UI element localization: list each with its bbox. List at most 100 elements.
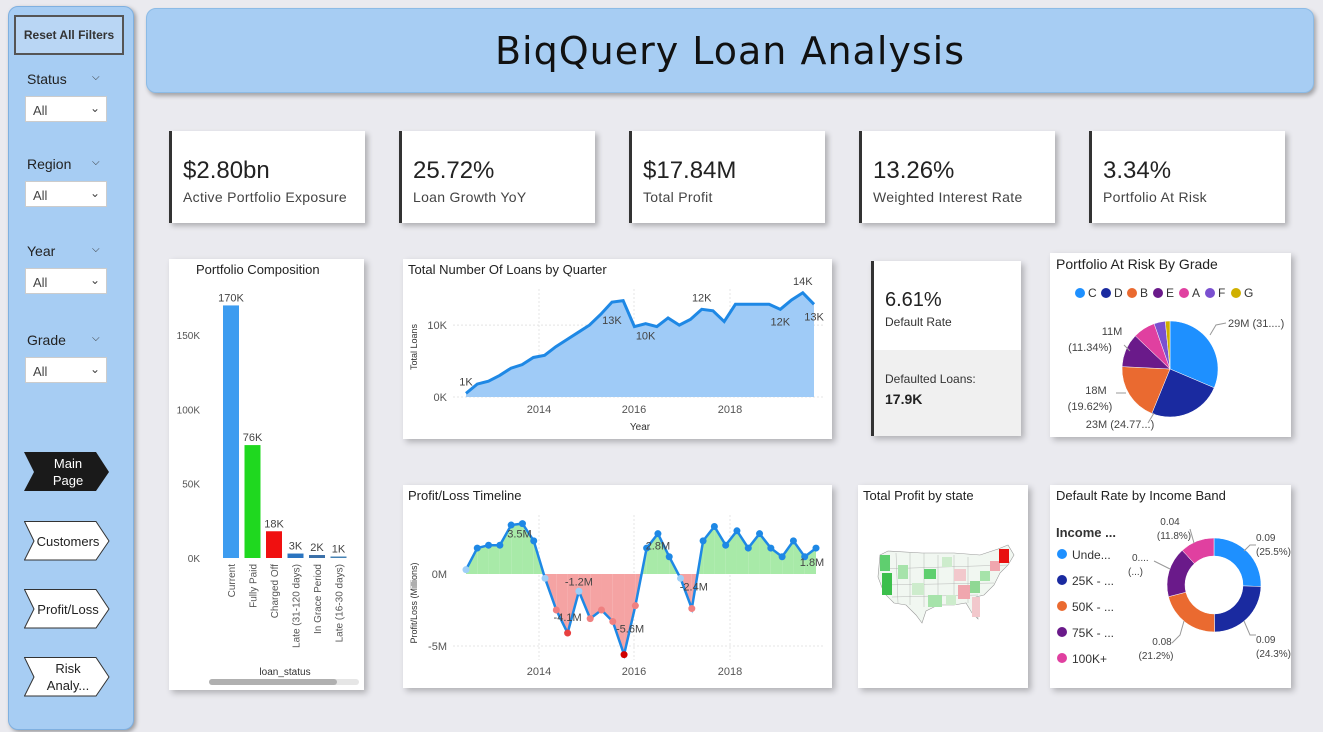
chart-title: Total Number Of Loans by Quarter — [408, 262, 607, 277]
donut-slice — [1181, 537, 1215, 564]
chevron-down-icon: ⌄ — [89, 101, 100, 115]
data-point — [597, 606, 605, 614]
portfolio-composition-card: Portfolio Composition 0K 50K 100K 150K 170K C… — [169, 259, 364, 690]
status-dropdown[interactable]: All ⌄ — [25, 96, 107, 122]
data-label: 2.8M — [646, 541, 670, 553]
nav-main-page-shape — [24, 452, 109, 491]
data-label: 18M — [1085, 385, 1106, 397]
data-label: 29M (31....) — [1228, 318, 1284, 330]
default-rate-value: 6.61% — [885, 289, 942, 311]
data-label: 13K — [804, 311, 824, 323]
page-title: BiqQuery Loan Analysis — [494, 28, 966, 73]
state-shape — [898, 565, 908, 579]
x-tick-label: Fully Paid — [249, 564, 260, 608]
data-label: 0.04 — [1160, 517, 1180, 528]
data-label: (11.34%) — [1068, 342, 1112, 354]
state-shape — [972, 597, 980, 617]
data-label: -4.1M — [554, 612, 582, 624]
donut-slice — [1168, 591, 1215, 633]
nav-main-page-button[interactable]: Main Page — [52, 456, 84, 488]
pie-slice — [1151, 368, 1215, 418]
state-shape — [970, 581, 980, 593]
y-tick-label: 10K — [427, 320, 447, 332]
chevron-down-icon[interactable]: ⌵ — [92, 333, 100, 344]
us-state-map[interactable] — [858, 485, 1028, 688]
chevron-down-icon[interactable]: ⌵ — [92, 157, 100, 168]
loans-by-quarter-card: Total Number Of Loans by Quarter 0K 10K 20… — [403, 259, 832, 439]
legend-label: 50K - ... — [1072, 600, 1114, 614]
state-shape — [912, 583, 924, 595]
chevron-down-icon[interactable]: ⌵ — [92, 72, 100, 83]
data-label: -1.2M — [565, 576, 593, 588]
state-shape — [958, 585, 970, 599]
legend-label: Unde... — [1072, 548, 1111, 562]
state-shape — [954, 569, 966, 581]
reset-all-filters-button[interactable]: Reset All Filters — [14, 15, 124, 55]
data-point — [688, 605, 696, 613]
data-point — [462, 566, 470, 574]
data-label: (21.2%) — [1138, 651, 1173, 662]
leader-line — [1147, 412, 1155, 424]
data-point — [756, 530, 764, 538]
chart-title: Profit/Loss Timeline — [408, 488, 522, 503]
data-label: (11.8%) — [1157, 531, 1191, 542]
area-segment — [477, 545, 489, 574]
leader-line — [1171, 620, 1185, 644]
data-label: (...) — [1128, 567, 1143, 578]
legend-marker — [1231, 288, 1241, 298]
x-tick-label: 2014 — [527, 404, 551, 416]
area-segment — [641, 548, 647, 574]
area-segment — [624, 574, 636, 655]
default-by-income-card: Default Rate by Income Band Income ... Un… — [1050, 485, 1291, 688]
legend-marker — [1057, 653, 1067, 663]
data-label: 2K — [310, 542, 324, 554]
leader-line — [1243, 620, 1256, 636]
x-tick-label: 2018 — [718, 404, 742, 416]
y-tick-label: 0M — [432, 569, 447, 581]
bar — [223, 305, 239, 558]
chevron-down-icon: ⌄ — [89, 186, 100, 200]
x-axis-label: Year — [630, 422, 651, 433]
data-point — [733, 527, 741, 535]
region-dropdown[interactable]: All ⌄ — [25, 181, 107, 207]
data-label: -2.4M — [680, 582, 708, 594]
area-segment — [736, 530, 749, 574]
area-segment — [759, 533, 771, 574]
nav-customers-button[interactable]: Customers — [36, 533, 100, 549]
x-tick-label: In Grace Period — [313, 564, 324, 634]
data-point — [744, 544, 752, 552]
nav-profit-loss-button[interactable]: Profit/Loss — [37, 601, 99, 617]
legend-label: A — [1192, 286, 1200, 300]
year-dropdown[interactable]: All ⌄ — [25, 268, 107, 294]
data-label: 14K — [793, 276, 813, 288]
data-point — [620, 651, 628, 659]
state-shape — [942, 557, 952, 567]
chevron-down-icon[interactable]: ⌵ — [92, 244, 100, 255]
data-point — [789, 537, 797, 545]
kpi-value: 3.34% — [1103, 157, 1172, 184]
bar — [244, 445, 261, 558]
state-shape — [990, 561, 1000, 571]
y-axis-label: Profit/Loss (Millions) — [409, 562, 419, 643]
kpi-value: 13.26% — [873, 157, 955, 184]
data-label: 0.09 — [1256, 635, 1276, 646]
nav-risk-analysis-button[interactable]: Risk Analy... — [46, 661, 90, 693]
data-point — [710, 522, 718, 530]
data-point — [778, 553, 786, 561]
chevron-down-icon: ⌄ — [89, 362, 100, 376]
pie-slice — [1121, 366, 1171, 414]
default-by-income-chart: Income ... Unde... 25K - ... 50K - ... 75K -… — [1056, 517, 1291, 666]
data-label: 23M (24.77...) — [1086, 419, 1154, 431]
legend-marker — [1057, 549, 1067, 559]
area-segment — [725, 530, 737, 574]
legend-label: 100K+ — [1072, 652, 1107, 666]
data-point — [518, 520, 526, 528]
leader-line — [1209, 322, 1227, 336]
grade-dropdown[interactable]: All ⌄ — [25, 357, 107, 383]
data-point — [722, 541, 730, 549]
y-tick-label: 150K — [177, 331, 201, 342]
data-label: 0.09 — [1256, 533, 1276, 544]
data-label: 3K — [289, 541, 303, 553]
pie-slice — [1164, 320, 1171, 370]
state-shape — [882, 573, 892, 595]
